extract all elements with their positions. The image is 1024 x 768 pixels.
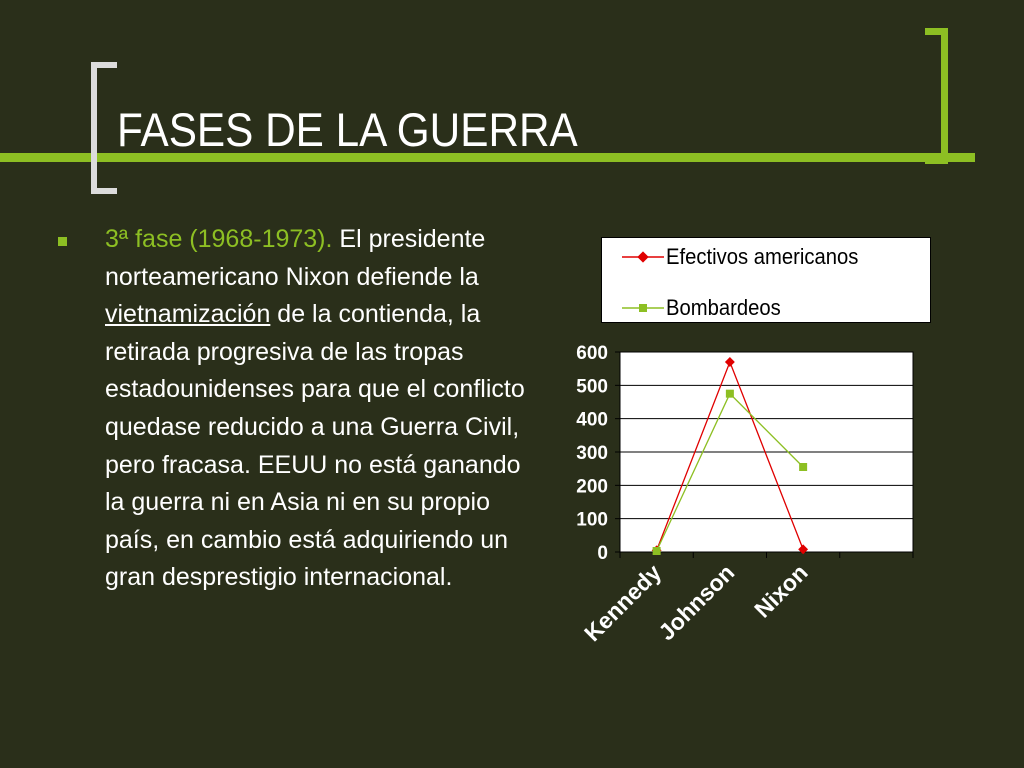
vietnamization-term: vietnamización (105, 300, 271, 329)
y-tick-label: 200 (576, 476, 608, 497)
y-tick-label: 400 (576, 410, 608, 431)
point-efectivos (798, 544, 809, 555)
bullet-paragraph: 3ª fase (1968-1973). El presidente norte… (105, 221, 525, 597)
red-diamond-line-icon (622, 251, 664, 263)
y-tick-label: 0 (597, 543, 608, 564)
point-bombardeos (799, 463, 808, 471)
legend-item-efectivos: Efectivos americanos (622, 244, 875, 270)
paragraph-text-1: El presidente norteamericano Nixon defie… (105, 225, 486, 291)
x-tick-label: Johnson (653, 559, 739, 645)
point-bombardeos (725, 389, 734, 398)
left-bracket-decoration (91, 62, 117, 194)
point-bombardeos (652, 547, 661, 555)
right-bracket-decoration (925, 28, 948, 164)
y-tick-label: 100 (576, 510, 608, 531)
y-tick-label: 600 (576, 343, 608, 364)
point-efectivos (724, 357, 735, 367)
x-tick-label: Kennedy (579, 559, 666, 646)
chart-legend: Efectivos americanos Bombardeos (601, 237, 931, 323)
green-square-line-icon (622, 304, 664, 312)
y-tick-label: 300 (576, 443, 608, 464)
legend-item-bombardeos: Bombardeos (622, 295, 791, 321)
legend-label-efectivos: Efectivos americanos (666, 244, 859, 269)
phase-heading: 3ª fase (1968-1973). (105, 225, 333, 253)
title-rule (0, 153, 975, 162)
legend-label-bombardeos: Bombardeos (666, 295, 781, 320)
paragraph-text-2: de la contienda, la retirada progresiva … (105, 300, 525, 592)
bullet-icon (58, 237, 67, 246)
y-tick-label: 500 (576, 376, 608, 397)
slide-title: FASES DE LA GUERRA (117, 103, 578, 156)
x-tick-label: Nixon (749, 559, 813, 623)
line-chart: 0 100 200 300 400 500 600 Kennedy Johnson Nixon (540, 330, 940, 690)
